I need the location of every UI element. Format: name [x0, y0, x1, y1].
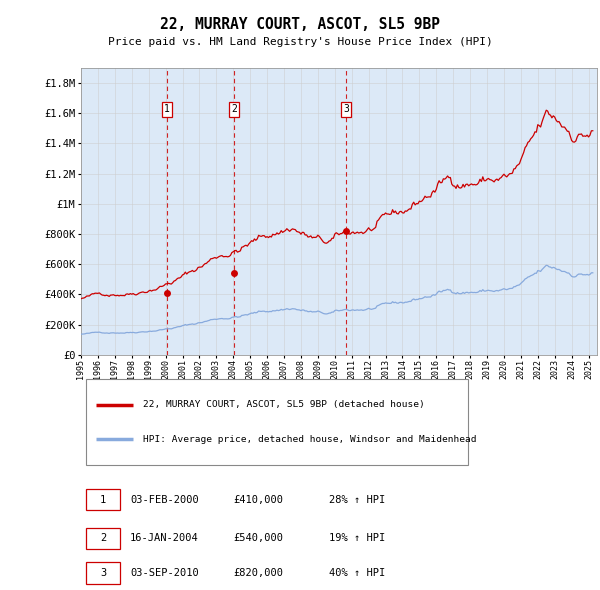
Bar [86, 379, 468, 465]
Bar [86, 527, 119, 549]
Text: 2: 2 [100, 533, 106, 543]
Text: 03-SEP-2010: 03-SEP-2010 [130, 568, 199, 578]
Text: 22, MURRAY COURT, ASCOT, SL5 9BP: 22, MURRAY COURT, ASCOT, SL5 9BP [160, 17, 440, 32]
Text: 22, MURRAY COURT, ASCOT, SL5 9BP (detached house): 22, MURRAY COURT, ASCOT, SL5 9BP (detach… [143, 401, 425, 409]
Text: 3: 3 [343, 104, 349, 114]
Text: 2: 2 [231, 104, 237, 114]
Bar [86, 562, 119, 584]
Text: Price paid vs. HM Land Registry's House Price Index (HPI): Price paid vs. HM Land Registry's House … [107, 38, 493, 47]
Bar [86, 489, 119, 510]
Text: 16-JAN-2004: 16-JAN-2004 [130, 533, 199, 543]
Text: £820,000: £820,000 [233, 568, 283, 578]
Text: 28% ↑ HPI: 28% ↑ HPI [329, 494, 385, 504]
Text: 03-FEB-2000: 03-FEB-2000 [130, 494, 199, 504]
Text: £410,000: £410,000 [233, 494, 283, 504]
Text: 40% ↑ HPI: 40% ↑ HPI [329, 568, 385, 578]
Text: 19% ↑ HPI: 19% ↑ HPI [329, 533, 385, 543]
Text: HPI: Average price, detached house, Windsor and Maidenhead: HPI: Average price, detached house, Wind… [143, 435, 476, 444]
Text: 1: 1 [100, 494, 106, 504]
Text: £540,000: £540,000 [233, 533, 283, 543]
Text: 1: 1 [164, 104, 170, 114]
Text: 3: 3 [100, 568, 106, 578]
